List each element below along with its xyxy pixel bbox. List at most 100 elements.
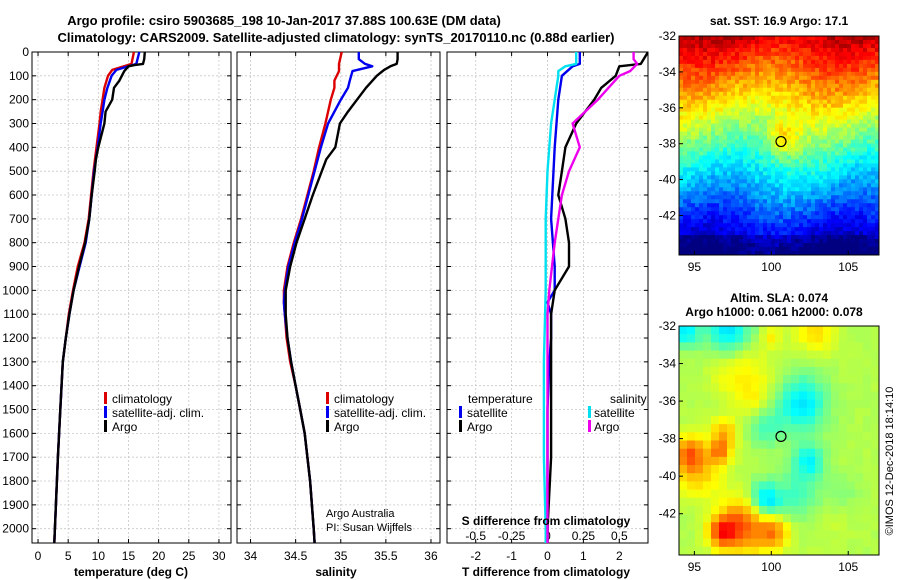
map-cell bbox=[791, 47, 796, 53]
map-cell bbox=[799, 391, 808, 401]
map-cell bbox=[855, 36, 860, 41]
map-cell bbox=[695, 195, 700, 200]
map-cell bbox=[823, 39, 828, 45]
map-cell bbox=[835, 251, 840, 255]
map-cell bbox=[863, 235, 868, 240]
map-cell bbox=[795, 123, 800, 129]
map-cell bbox=[715, 67, 720, 73]
map-cell bbox=[687, 47, 692, 53]
map-cell bbox=[851, 43, 856, 49]
map-cell bbox=[867, 211, 872, 216]
map-cell bbox=[771, 243, 776, 248]
map-cell bbox=[839, 546, 848, 555]
map-cell bbox=[839, 171, 844, 176]
map-cell bbox=[751, 235, 756, 240]
map-cell bbox=[819, 175, 824, 180]
map-cell bbox=[679, 456, 688, 466]
map-cell bbox=[703, 191, 708, 196]
map-cell bbox=[859, 119, 864, 125]
map-cell bbox=[687, 207, 692, 212]
map-cell bbox=[751, 399, 760, 409]
map-cell bbox=[719, 231, 724, 236]
map-cell bbox=[703, 432, 712, 442]
map-cell bbox=[807, 546, 816, 555]
map-cell bbox=[763, 219, 768, 224]
map-cell bbox=[811, 207, 816, 212]
map-cell bbox=[867, 143, 872, 149]
map-cell bbox=[799, 448, 808, 458]
map-cell bbox=[847, 424, 856, 433]
map-cell bbox=[871, 103, 876, 109]
map-cell bbox=[831, 147, 836, 153]
map-cell bbox=[791, 326, 800, 335]
map-y-tick-label: -40 bbox=[659, 469, 677, 483]
map-cell bbox=[727, 191, 732, 196]
map-cell bbox=[735, 235, 740, 240]
map-cell bbox=[763, 251, 768, 255]
map-cell bbox=[863, 111, 868, 117]
map-cell bbox=[843, 63, 848, 69]
map-cell bbox=[839, 79, 844, 85]
map-cell bbox=[775, 115, 780, 121]
map-cell bbox=[803, 143, 808, 149]
map-cell bbox=[859, 91, 864, 97]
legend-swatch-t-satellite bbox=[459, 406, 462, 418]
map-cell bbox=[759, 63, 764, 69]
map-cell bbox=[723, 39, 728, 45]
map-cell bbox=[739, 211, 744, 216]
map-cell bbox=[723, 163, 728, 168]
map-cell bbox=[731, 87, 736, 93]
map-cell bbox=[819, 179, 824, 184]
map-cell bbox=[703, 247, 708, 252]
map-cell bbox=[687, 123, 692, 129]
map-cell bbox=[791, 235, 796, 240]
map-cell bbox=[783, 147, 788, 153]
map-cell bbox=[731, 39, 736, 45]
map-cell bbox=[775, 107, 780, 113]
map-cell bbox=[679, 440, 688, 450]
map-cell bbox=[827, 179, 832, 184]
map-cell bbox=[687, 481, 696, 491]
map-cell bbox=[731, 227, 736, 232]
map-cell bbox=[727, 227, 732, 232]
map-cell bbox=[727, 231, 732, 236]
map-cell bbox=[699, 179, 704, 184]
map-cell bbox=[699, 59, 704, 65]
map-cell bbox=[823, 215, 828, 220]
map-cell bbox=[739, 43, 744, 49]
map-cell bbox=[691, 235, 696, 240]
map-cell bbox=[863, 127, 868, 133]
map-cell bbox=[731, 167, 736, 172]
map-cell bbox=[755, 243, 760, 248]
map-cell bbox=[759, 243, 764, 248]
map-cell bbox=[711, 473, 720, 482]
map-cell bbox=[811, 219, 816, 224]
map-cell bbox=[839, 465, 848, 474]
map-cell bbox=[783, 456, 792, 466]
map-cell bbox=[875, 83, 879, 89]
map-cell bbox=[859, 47, 864, 53]
map-cell bbox=[791, 243, 796, 248]
map-cell bbox=[727, 391, 736, 401]
map-cell bbox=[787, 243, 792, 248]
map-cell bbox=[791, 407, 800, 417]
map-cell bbox=[791, 143, 796, 149]
map-cell bbox=[819, 239, 824, 244]
map-cell bbox=[687, 119, 692, 125]
map-cell bbox=[719, 167, 724, 172]
map-cell bbox=[835, 43, 840, 49]
map-cell bbox=[683, 183, 688, 188]
map-cell bbox=[703, 407, 712, 417]
map-cell bbox=[871, 203, 876, 208]
map-cell bbox=[847, 87, 852, 93]
map-cell bbox=[707, 227, 712, 232]
map-cell bbox=[687, 350, 696, 360]
map-cell bbox=[851, 191, 856, 196]
map-cell bbox=[831, 87, 836, 93]
map-cell bbox=[703, 375, 712, 384]
map-cell bbox=[827, 239, 832, 244]
map-cell bbox=[847, 67, 852, 73]
imos-credit-vertical: ©IMOS 12-Dec-2018 18:14:10 bbox=[884, 387, 896, 536]
map-cell bbox=[831, 473, 840, 482]
map-cell bbox=[867, 183, 872, 188]
